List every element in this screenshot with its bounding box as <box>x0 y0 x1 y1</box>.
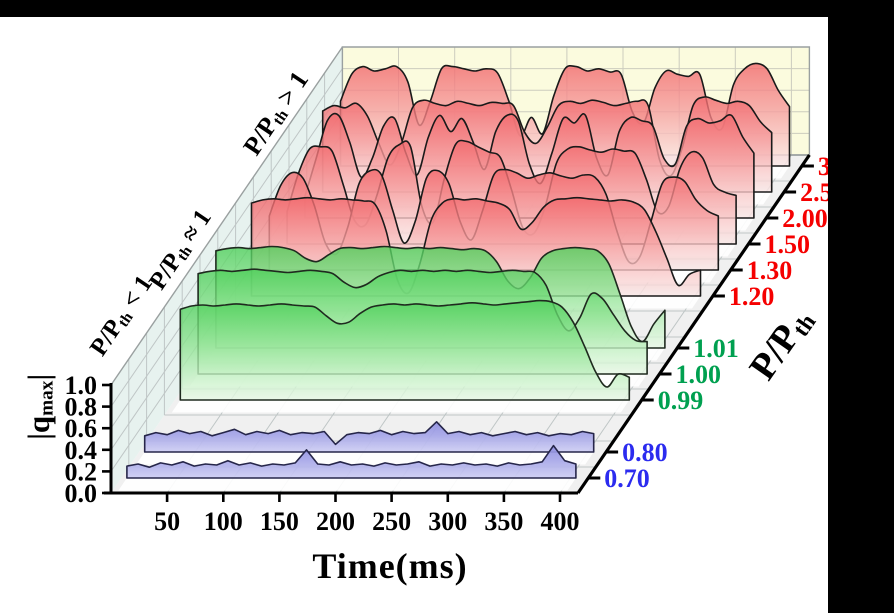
svg-text:200: 200 <box>316 507 355 536</box>
series-area-near-threshold-0.99 <box>179 299 631 401</box>
svg-text:400: 400 <box>541 507 580 536</box>
svg-text:250: 250 <box>372 507 411 536</box>
svg-text:300: 300 <box>428 507 467 536</box>
svg-text:1.0: 1.0 <box>65 371 98 400</box>
top-black-bar <box>0 0 894 17</box>
series-mat <box>171 399 630 413</box>
svg-text:1.20: 1.20 <box>729 282 775 311</box>
svg-text:1.30: 1.30 <box>747 256 793 285</box>
svg-text:0.8: 0.8 <box>65 393 98 422</box>
y-axis-title-sub: max <box>36 380 58 416</box>
svg-text:0.2: 0.2 <box>65 457 98 486</box>
svg-text:0.0: 0.0 <box>65 479 98 508</box>
y-axis-title-pre: |q <box>21 415 57 440</box>
x-axis-title-text: Time(ms) <box>312 546 468 586</box>
svg-text:1.00: 1.00 <box>676 360 722 389</box>
series-mat <box>118 477 576 491</box>
y-axis-title: |qmax| <box>21 332 58 482</box>
series-area-below-threshold-0.80 <box>143 421 595 453</box>
svg-text:0.6: 0.6 <box>65 414 98 443</box>
svg-text:1.50: 1.50 <box>765 230 811 259</box>
svg-text:350: 350 <box>484 507 523 536</box>
svg-text:1.01: 1.01 <box>693 334 739 363</box>
svg-text:0.80: 0.80 <box>622 438 668 467</box>
series-mat <box>136 451 594 465</box>
svg-text:0.4: 0.4 <box>65 436 98 465</box>
svg-text:150: 150 <box>260 507 299 536</box>
right-black-bar <box>828 0 894 613</box>
svg-text:2.00: 2.00 <box>782 204 828 233</box>
y-axis-title-post: | <box>21 373 57 381</box>
series-area-below-threshold-0.70 <box>126 444 577 479</box>
svg-text:50: 50 <box>154 507 180 536</box>
svg-text:0.70: 0.70 <box>604 464 650 493</box>
svg-text:0.99: 0.99 <box>658 386 704 415</box>
svg-text:100: 100 <box>204 507 243 536</box>
x-axis-title: Time(ms) <box>270 548 510 584</box>
